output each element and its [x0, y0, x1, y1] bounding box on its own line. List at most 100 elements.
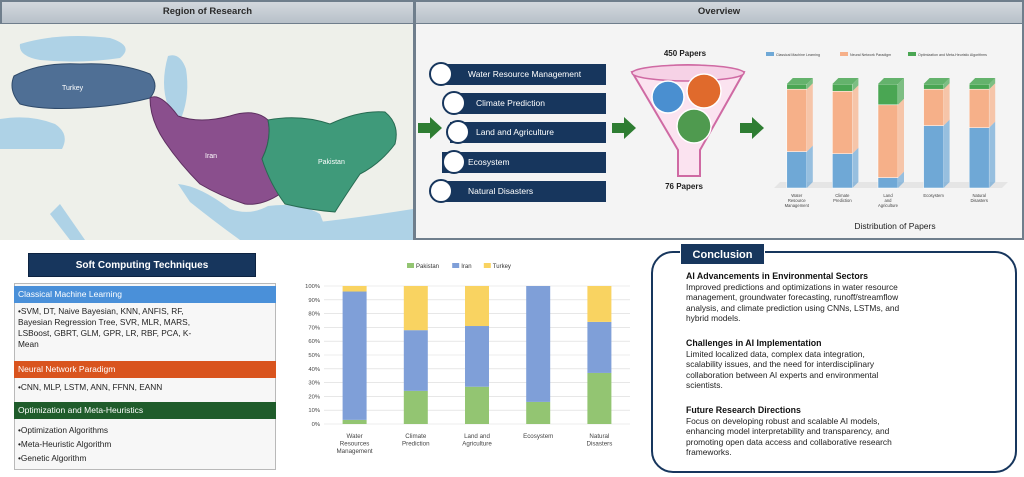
country-chart: Pakistan Iran Turkey 0% 10% 20% 30% 40% 50% 60% 70…: [305, 263, 630, 455]
country-ytick-label: 40%: [308, 367, 320, 373]
country-bar-segment: [465, 386, 489, 424]
country-bar-segment: [526, 286, 551, 402]
conclusion-title: Conclusion: [680, 243, 765, 265]
dist-bar-segment: [832, 91, 853, 154]
dist-bar-segment: [877, 104, 899, 178]
conclusion-s3-line-4: frameworks.: [686, 447, 732, 458]
country-bar-segment: [342, 291, 367, 420]
dist-legend-item: Optimization and Meta-Heuristic Algorith…: [908, 52, 987, 57]
dist-bar-side: [806, 78, 813, 90]
classical-ml-line-1: •SVM, DT, Naive Bayesian, KNN, ANFIS, RF…: [18, 306, 184, 316]
dist-legend-label: Classical Machine Learning: [776, 53, 820, 57]
dist-bar-side: [943, 119, 950, 188]
country-category-label: Ecosystem: [523, 433, 553, 440]
country-ytick-label: 100%: [305, 284, 320, 290]
region-turkey: [11, 63, 156, 109]
country-ytick-label: 10%: [308, 408, 320, 414]
region-pakistan: [261, 111, 397, 213]
country-legend-item: Iran: [452, 263, 472, 270]
topic-ring-2: [442, 91, 466, 115]
country-ytick-label: 0%: [312, 422, 320, 428]
dist-bar-segment: [832, 83, 853, 92]
dist-category-label: Management: [785, 203, 810, 208]
conclusion-s3-line-2: enhancing model interpretability and tra…: [686, 426, 890, 437]
papers-in-label: 450 Papers: [663, 49, 707, 58]
country-category-label: Resources: [340, 441, 370, 448]
dist-bar-side: [989, 83, 996, 128]
conclusion-s2-line-3: collaboration between AI experts and env…: [686, 369, 879, 380]
dist-bar-segment: [877, 83, 899, 106]
arabian-sea: [290, 209, 413, 240]
dist-bar-segment: [923, 125, 944, 189]
country-category-label: Disasters: [587, 441, 613, 448]
topic-climate: Climate Prediction: [450, 93, 606, 114]
country-bar-segment: [587, 372, 612, 424]
dist-legend-item: Neural Network Paradigm: [840, 52, 891, 57]
dist-category-label: Resource: [788, 198, 807, 203]
optimization-line-3: •Genetic Algorithm: [18, 453, 87, 463]
country-bar-segment: [403, 390, 428, 424]
map-label-pakistan: Pakistan: [318, 159, 345, 166]
dist-category-label: Water: [791, 193, 803, 198]
country-category-label: Agriculture: [462, 441, 492, 448]
topic-ecosystem: Ecosystem: [442, 152, 606, 173]
dist-bar-segment: [786, 151, 808, 189]
dist-legend-label: Neural Network Paradigm: [850, 53, 891, 57]
conclusion-heading-1: AI Advancements in Environmental Sectors: [686, 271, 869, 281]
dist-category-label: Land: [883, 193, 893, 198]
dist-category-label: Natural: [972, 193, 986, 198]
conclusion-s1-line-4: hybrid models.: [686, 313, 741, 324]
country-legend-label: Pakistan: [416, 264, 439, 270]
dist-legend-item: Classical Machine Learning: [766, 52, 820, 57]
category-optimization: Optimization and Meta-Heuristics: [14, 402, 276, 419]
dist-bar-top: [923, 78, 950, 84]
dist-category-label: Climate: [835, 193, 850, 198]
conclusion-section-3: Future Research Directions Focus on deve…: [686, 405, 1004, 458]
dist-bar-segment: [786, 83, 808, 90]
country-ytick-label: 70%: [308, 325, 320, 331]
arrow-right-icon-1: [418, 117, 442, 139]
topic-land: Land and Agriculture: [450, 122, 606, 143]
country-ytick-label: 80%: [308, 312, 320, 318]
country-bar-segment: [342, 419, 367, 424]
dist-legend-swatch: [908, 52, 916, 56]
dist-category-label: Agriculture: [878, 203, 899, 208]
dist-bar-top: [786, 78, 813, 84]
arrow-right-icon-3: [740, 117, 764, 139]
dist-bar-side: [898, 98, 904, 178]
region-panel-title: Region of Research: [2, 2, 413, 24]
region-map: Turkey Iran Pakistan: [0, 24, 413, 240]
country-category-label: Land and: [464, 433, 490, 440]
conclusion-s2-line-4: scientists.: [686, 380, 723, 391]
persian-gulf: [178, 184, 330, 240]
country-ytick-label: 90%: [308, 298, 320, 304]
black-sea: [19, 36, 126, 62]
country-legend-item: Turkey: [483, 263, 511, 270]
papers-out-label: 76 Papers: [665, 182, 703, 191]
dist-bar-segment: [877, 177, 899, 189]
distribution-chart: Classical Machine Learning Neural Network…: [766, 52, 1008, 208]
map-label-iran: Iran: [205, 153, 217, 160]
classical-ml-line-3: LSBoost, GBRT, GLM, GPR, LR, RBF, PCA, K…: [18, 328, 192, 338]
topic-water: Water Resource Management: [442, 64, 606, 85]
dist-bar-segment: [968, 88, 990, 128]
category-neural-network: Neural Network Paradigm: [14, 361, 276, 378]
country-bar-segment: [587, 321, 612, 373]
soft-computing-title: Soft Computing Techniques: [28, 253, 256, 277]
dist-legend-label: Optimization and Meta-Heuristic Algorith…: [918, 53, 987, 57]
conclusion-s2-line-2: scalability issues, and the need for int…: [686, 359, 875, 370]
dist-bar-segment: [968, 83, 990, 90]
country-legend-swatch: [407, 263, 414, 268]
country-bar-segment: [342, 286, 367, 292]
funnel-circle-ml: [651, 80, 685, 114]
mediterranean-sea: [0, 117, 65, 149]
funnel-circle-nn: [686, 73, 722, 109]
conclusion-s3-line-3: promoting open data access and collabora…: [686, 436, 892, 447]
optimization-line-2: •Meta-Heuristic Algorithm: [18, 439, 112, 449]
country-category-label: Climate: [405, 433, 427, 440]
overview-panel-title: Overview: [416, 2, 1022, 24]
neural-network-line-1: •CNN, MLP, LSTM, ANN, FFNN, EANN: [18, 382, 163, 392]
country-legend-swatch: [452, 263, 460, 268]
dist-bar-segment: [968, 127, 990, 189]
funnel-circle-opt: [676, 108, 712, 144]
